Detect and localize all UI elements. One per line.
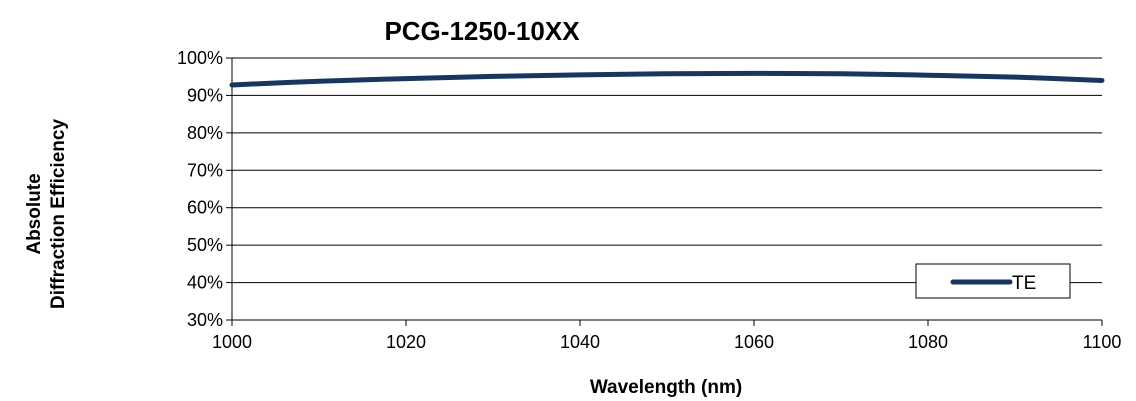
y-tick-label-50: 50% [187, 235, 223, 255]
x-tick-label-1040: 1040 [560, 332, 600, 352]
legend: TE [915, 263, 1071, 299]
x-tick-label-1000: 1000 [212, 332, 252, 352]
data-point-te-1010 [318, 80, 320, 82]
axes [231, 58, 1103, 326]
data-point-te-1020 [405, 78, 407, 80]
x-tick-labels: 1000 1020 1040 1060 1080 1100 [212, 332, 1121, 352]
y-axis-title-line-1: Absolute [24, 173, 45, 254]
y-axis-title-line-2: Diffraction Efficiency [48, 119, 69, 309]
y-tick-label-60: 60% [187, 198, 223, 218]
series-line-te [229, 70, 1105, 88]
y-tick-label-80: 80% [187, 123, 223, 143]
data-point-te-1060 [753, 72, 755, 74]
legend-label-te: TE [1012, 273, 1036, 294]
series-layer [229, 70, 1105, 88]
y-tick-label-70: 70% [187, 160, 223, 180]
y-tick-labels: 30% 40% 50% 60% 70% 80% 90% 100% [177, 48, 223, 330]
data-point-te-1080 [927, 74, 929, 76]
y-tick-label-90: 90% [187, 85, 223, 105]
x-tick-label-1100: 1100 [1083, 332, 1122, 352]
chart-title: PCG-1250-10XX [384, 16, 580, 46]
y-tick-label-30: 30% [187, 310, 223, 330]
x-axis-title: Wavelength (nm) [590, 377, 742, 398]
data-point-te-1030 [492, 75, 494, 77]
x-tick-label-1060: 1060 [734, 332, 774, 352]
data-point-te-1100 [1101, 79, 1103, 81]
gridlines [226, 57, 1102, 321]
data-point-te-1090 [1014, 76, 1016, 78]
data-point-te-1040 [579, 74, 581, 76]
x-tick-label-1020: 1020 [386, 332, 426, 352]
y-tick-label-40: 40% [187, 273, 223, 293]
data-point-te-1070 [840, 73, 842, 75]
x-tick-label-1080: 1080 [908, 332, 948, 352]
y-axis-title: Absolute Diffraction Efficiency [24, 119, 69, 309]
data-point-te-1050 [666, 73, 668, 75]
y-tick-label-100: 100% [177, 48, 223, 68]
data-point-te-1000 [231, 84, 233, 86]
